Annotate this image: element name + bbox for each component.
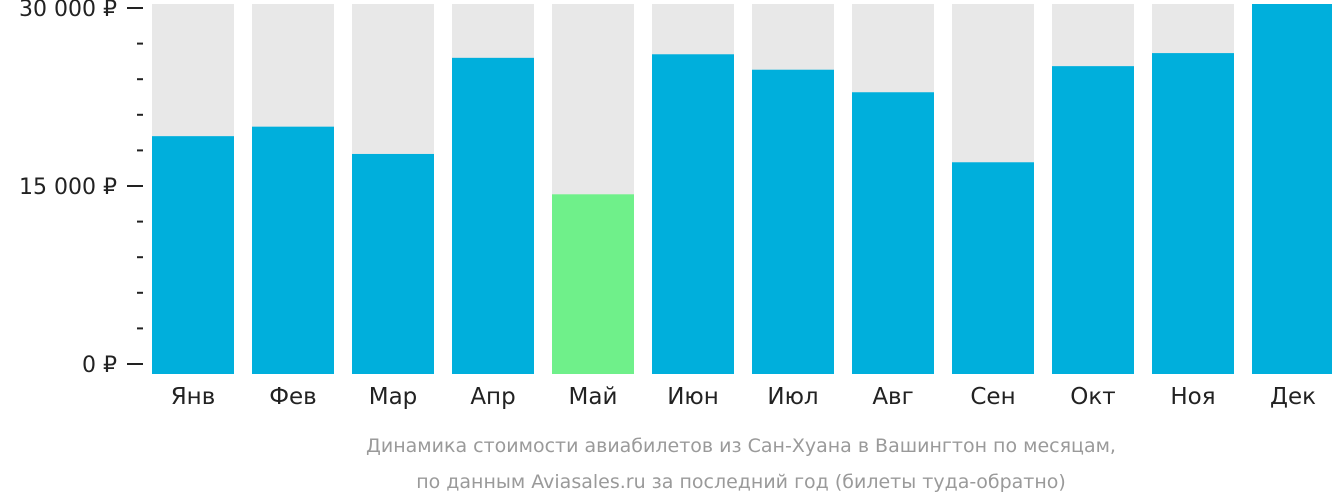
y-tick-label-3: 30 000 ₽ [19,0,117,22]
x-tick-label-10: Окт [1070,384,1115,410]
x-tick-label-11: Ноя [1170,384,1215,410]
bar-4 [452,57,534,375]
x-tick-label-2: Фев [269,384,317,410]
bar-2 [252,126,334,375]
y-axis: 0 ₽ 15 000 ₽ 30 000 ₽ [19,0,143,378]
bar-10 [1052,66,1134,374]
x-tick-label-3: Мар [369,384,418,410]
x-tick-label-4: Апр [470,384,515,410]
bar-9 [952,162,1034,374]
bar-5 [552,194,634,374]
bar-7 [752,69,834,374]
bar-12 [1252,4,1332,374]
value-bars [152,4,1332,375]
x-axis-labels: Янв Фев Мар Апр Май Июн Июл Авг Сен Окт Ноя Дек [171,384,1316,410]
x-tick-label-1: Янв [171,384,216,410]
bar-11 [1152,53,1234,375]
chart-caption-line-1: Динамика стоимости авиабилетов из Сан-Ху… [366,435,1116,457]
chart-caption-line-2: по данным Aviasales.ru за последний год … [416,471,1066,493]
x-tick-label-7: Июл [767,384,818,410]
x-tick-label-9: Сен [970,384,1015,410]
x-tick-label-12: Дек [1270,384,1316,410]
bar-6 [652,54,734,374]
x-tick-label-5: Май [569,384,618,410]
x-tick-label-6: Июн [667,384,719,410]
y-tick-label-1: 0 ₽ [82,353,117,378]
bar-8 [852,92,934,375]
bar-3 [352,153,434,374]
x-tick-label-8: Авг [872,384,913,410]
y-tick-label-2: 15 000 ₽ [19,175,117,200]
bar-1 [152,136,234,374]
